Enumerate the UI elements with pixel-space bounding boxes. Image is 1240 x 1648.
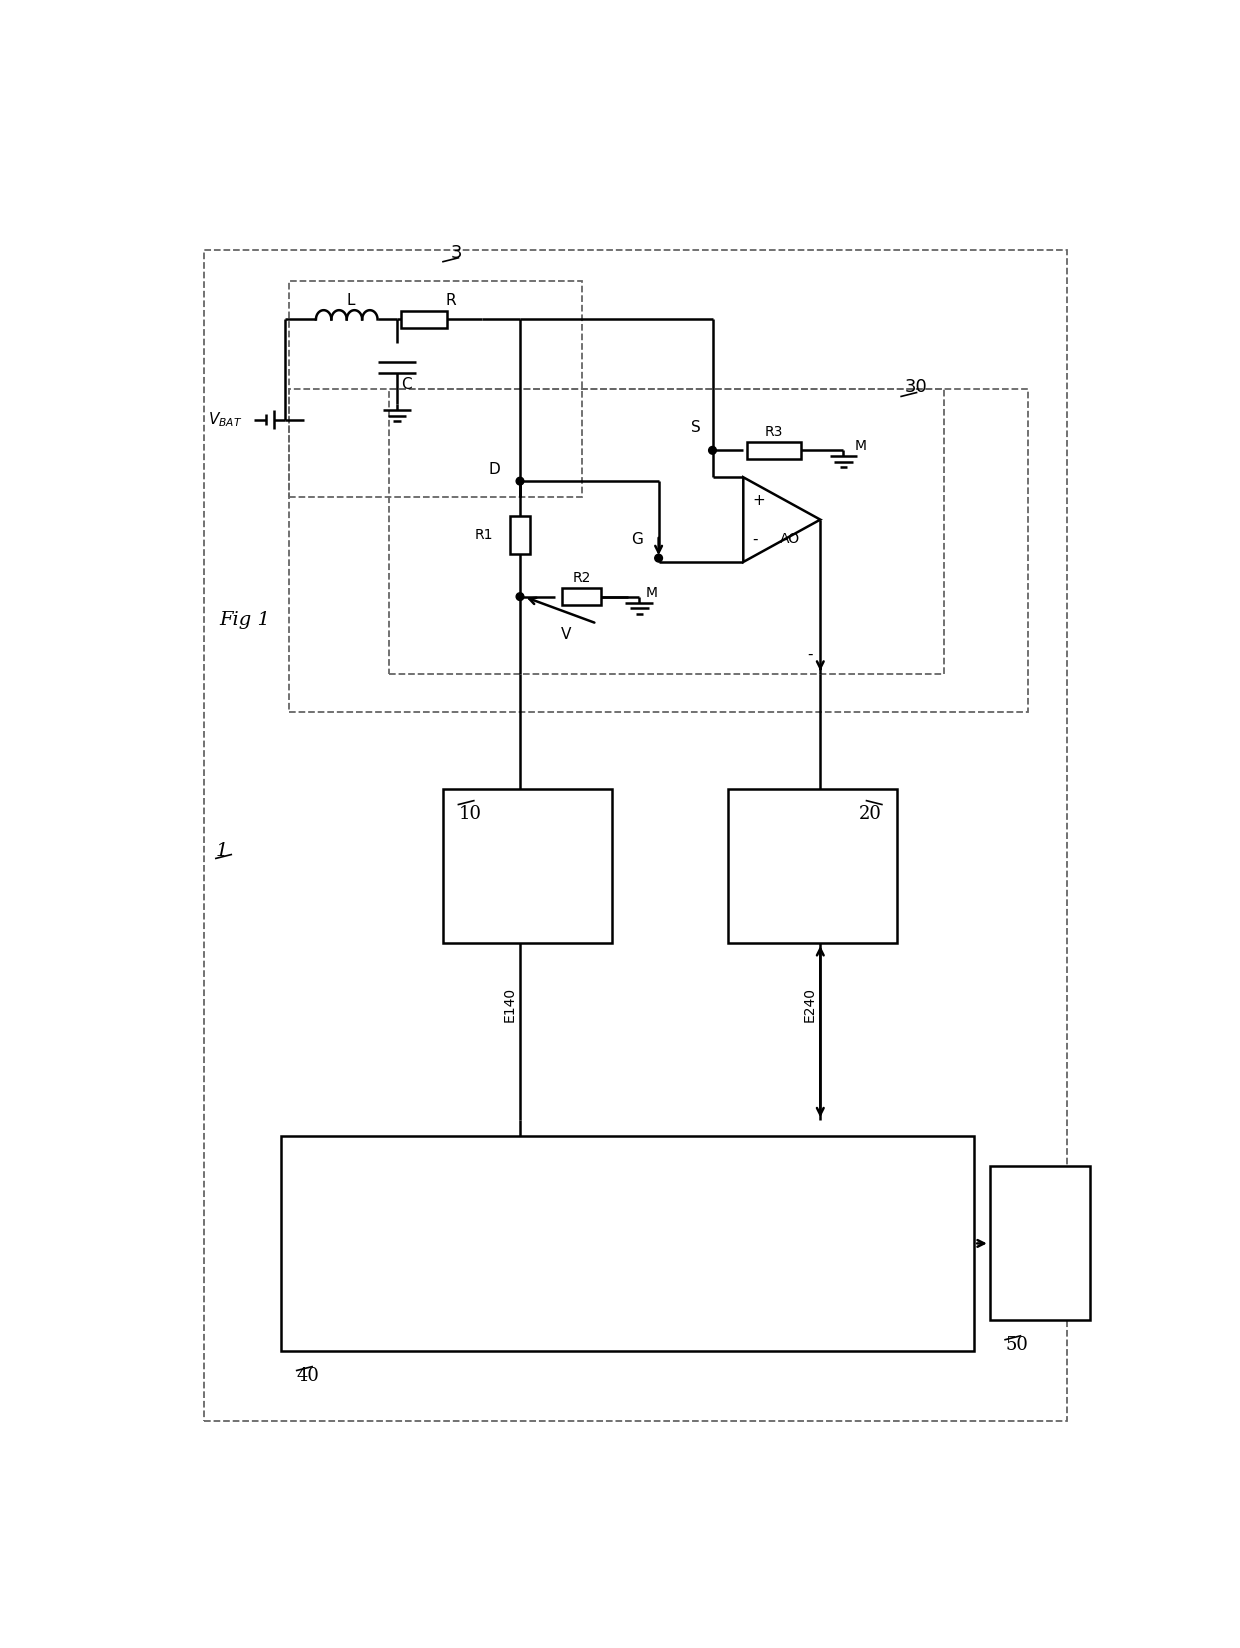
Text: L: L xyxy=(346,293,355,308)
Text: E240: E240 xyxy=(802,987,816,1022)
Text: S: S xyxy=(691,420,701,435)
Text: -: - xyxy=(753,531,758,547)
Text: AO: AO xyxy=(780,532,800,545)
Text: G: G xyxy=(631,532,644,547)
Bar xyxy=(511,516,529,554)
Text: R3: R3 xyxy=(765,425,784,438)
Text: 10: 10 xyxy=(459,804,481,822)
Bar xyxy=(748,442,801,458)
Bar xyxy=(401,311,446,328)
Text: R1: R1 xyxy=(475,527,494,542)
Bar xyxy=(728,789,898,943)
Bar xyxy=(990,1167,1090,1320)
Text: +: + xyxy=(753,493,765,508)
Text: -: - xyxy=(807,648,812,662)
Text: D: D xyxy=(489,463,501,478)
Circle shape xyxy=(655,554,662,562)
Text: $V_{BAT}$: $V_{BAT}$ xyxy=(208,410,242,428)
Text: 50: 50 xyxy=(1006,1337,1028,1353)
Text: 40: 40 xyxy=(296,1366,320,1384)
Text: R2: R2 xyxy=(573,572,590,585)
Circle shape xyxy=(708,447,717,455)
Text: 30: 30 xyxy=(905,379,928,397)
Circle shape xyxy=(516,478,523,485)
Text: E140: E140 xyxy=(502,987,516,1022)
Text: M: M xyxy=(854,440,867,453)
Bar xyxy=(563,588,601,605)
Text: 3: 3 xyxy=(450,244,463,262)
Bar xyxy=(281,1135,975,1351)
Text: R: R xyxy=(445,293,456,308)
Text: Fig 1: Fig 1 xyxy=(219,611,270,630)
Text: M: M xyxy=(646,585,657,600)
Bar xyxy=(443,789,613,943)
Text: 1: 1 xyxy=(216,842,228,860)
Circle shape xyxy=(516,593,523,600)
Text: 20: 20 xyxy=(859,804,882,822)
Text: V: V xyxy=(560,628,572,643)
Text: C: C xyxy=(401,377,412,392)
